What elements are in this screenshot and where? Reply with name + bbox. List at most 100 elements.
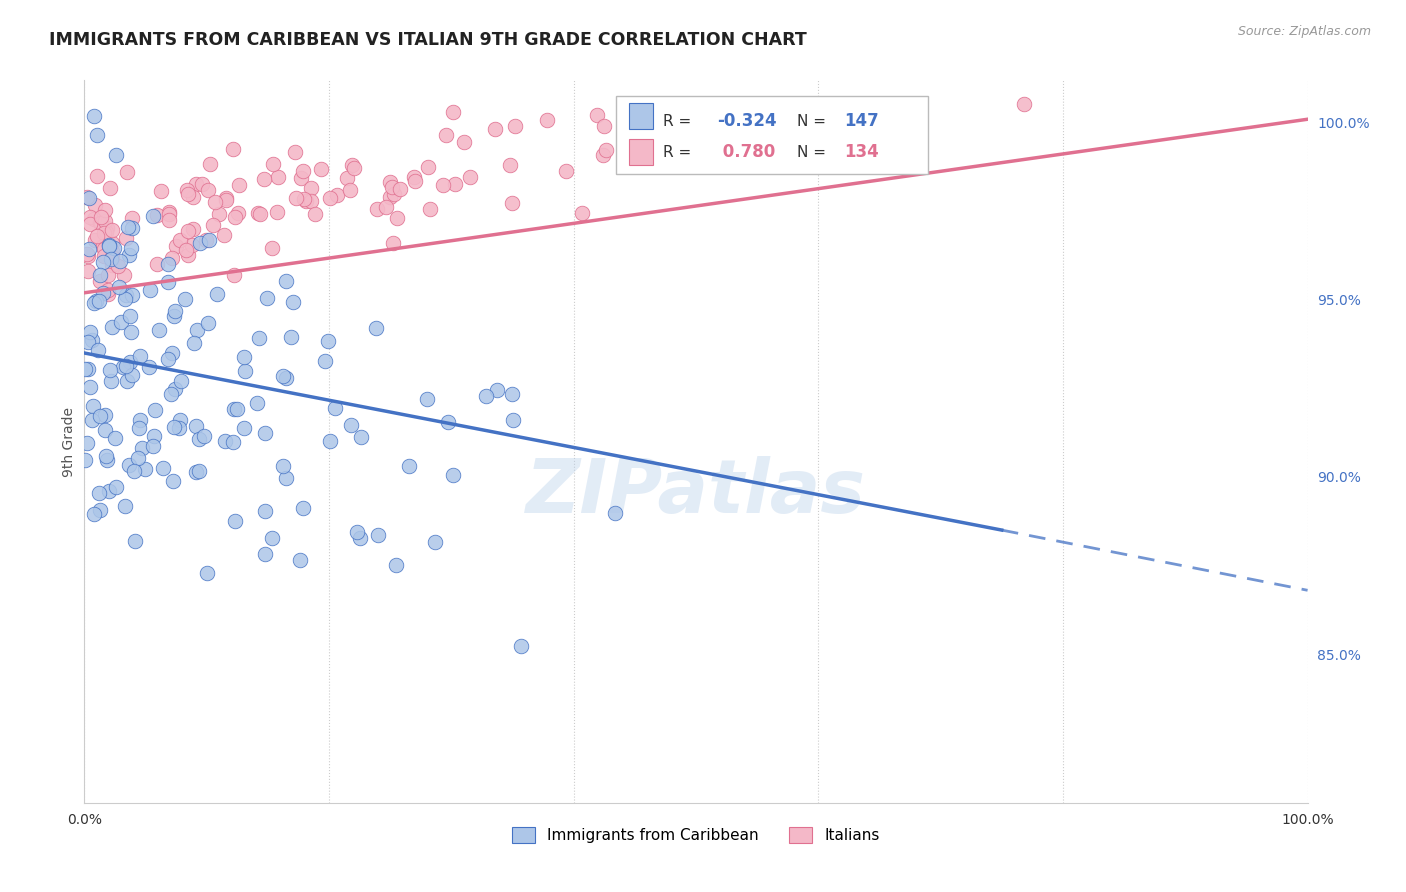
FancyBboxPatch shape — [628, 103, 654, 129]
Point — [228, 206, 250, 220]
Point — [721, 134, 744, 148]
Point — [388, 182, 411, 196]
Point — [80, 333, 103, 347]
Point — [215, 191, 238, 205]
Point — [121, 288, 143, 302]
Point — [235, 364, 257, 378]
Point — [501, 195, 523, 210]
Point — [197, 183, 219, 197]
Text: IMMIGRANTS FROM CARIBBEAN VS ITALIAN 9TH GRADE CORRELATION CHART: IMMIGRANTS FROM CARIBBEAN VS ITALIAN 9TH… — [49, 31, 807, 49]
Point — [485, 383, 508, 397]
Point — [197, 233, 219, 247]
Point — [105, 480, 128, 494]
Point — [115, 359, 138, 374]
Point — [592, 119, 614, 133]
Text: Source: ZipAtlas.com: Source: ZipAtlas.com — [1237, 25, 1371, 38]
Point — [165, 239, 187, 253]
Point — [291, 500, 314, 515]
Point — [184, 465, 207, 479]
Point — [84, 293, 107, 308]
Point — [165, 382, 187, 396]
Point — [253, 426, 276, 441]
Point — [253, 504, 276, 518]
Point — [247, 331, 270, 345]
Point — [789, 105, 811, 120]
Point — [146, 257, 169, 271]
Point — [292, 192, 315, 206]
Text: -0.324: -0.324 — [717, 112, 776, 130]
Point — [121, 220, 143, 235]
Point — [290, 553, 312, 567]
Point — [93, 249, 115, 263]
Point — [157, 204, 180, 219]
Point — [382, 186, 405, 201]
Point — [346, 524, 368, 539]
Point — [326, 188, 349, 202]
Point — [76, 436, 98, 450]
Point — [138, 359, 160, 374]
Point — [89, 268, 111, 282]
Point — [139, 284, 162, 298]
Point — [122, 464, 145, 478]
Point — [509, 639, 531, 653]
Point — [385, 558, 408, 573]
Text: N =: N = — [797, 145, 827, 160]
Point — [100, 244, 122, 259]
Text: 134: 134 — [844, 144, 879, 161]
Point — [224, 211, 246, 225]
Point — [181, 190, 204, 204]
Point — [100, 320, 122, 334]
Point — [571, 206, 593, 220]
Point — [350, 430, 373, 444]
Point — [128, 421, 150, 435]
Point — [79, 379, 101, 393]
Point — [262, 532, 284, 546]
Point — [112, 268, 135, 282]
Point — [94, 423, 117, 437]
Point — [79, 325, 101, 339]
Point — [143, 402, 166, 417]
Point — [364, 321, 387, 335]
Point — [100, 374, 122, 388]
Point — [181, 222, 204, 236]
Point — [148, 323, 170, 337]
Point — [267, 169, 290, 184]
Point — [114, 292, 136, 306]
Point — [107, 259, 129, 273]
Point — [77, 242, 100, 256]
Point — [87, 343, 110, 357]
Point — [187, 432, 209, 446]
Point — [381, 180, 404, 194]
Point — [339, 184, 361, 198]
Point — [121, 211, 143, 225]
Point — [794, 108, 817, 122]
Point — [441, 105, 464, 120]
Point — [156, 257, 179, 271]
Point — [86, 228, 108, 243]
Point — [212, 228, 235, 243]
Point — [160, 346, 183, 360]
Point — [114, 499, 136, 513]
Point — [110, 315, 132, 329]
Point — [115, 288, 138, 302]
Point — [188, 464, 211, 478]
Point — [222, 268, 245, 282]
Point — [319, 191, 342, 205]
Point — [380, 190, 402, 204]
Text: R =: R = — [664, 145, 696, 160]
Point — [603, 506, 626, 520]
Point — [120, 241, 142, 255]
Point — [83, 296, 105, 310]
Point — [83, 198, 105, 212]
Point — [94, 214, 117, 228]
Point — [91, 286, 114, 301]
Point — [101, 250, 124, 264]
Point — [280, 330, 302, 344]
Point — [262, 157, 284, 171]
Point — [266, 205, 288, 219]
Point — [83, 233, 105, 247]
Point — [91, 254, 114, 268]
Point — [1024, 62, 1046, 77]
Point — [233, 421, 256, 435]
Point — [94, 409, 117, 423]
